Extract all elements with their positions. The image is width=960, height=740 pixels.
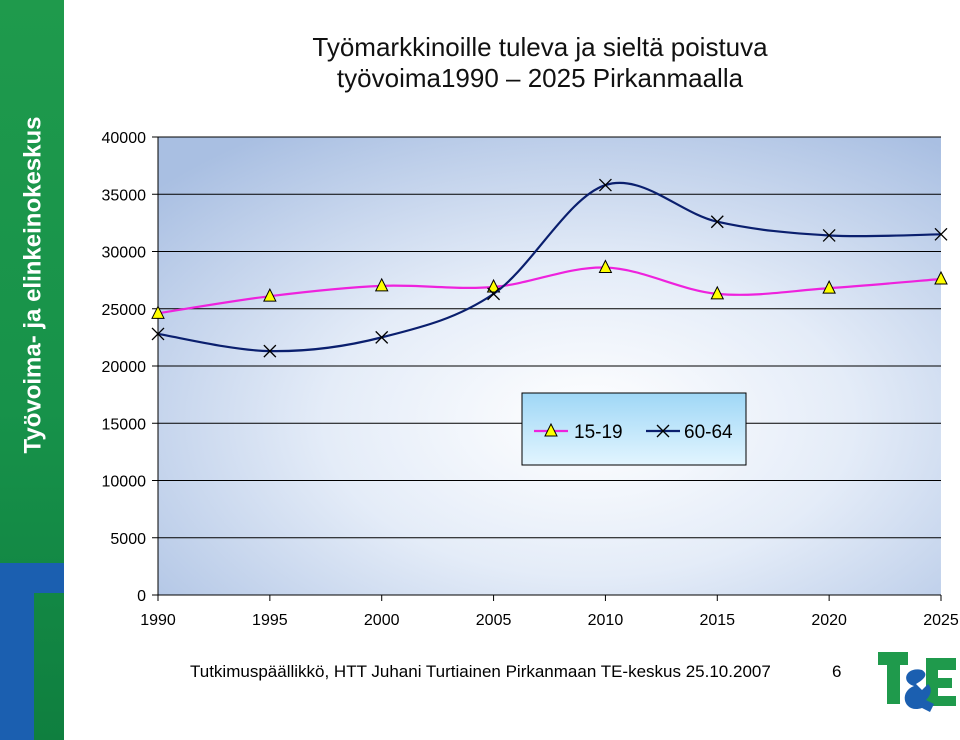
x-marker-stroke bbox=[710, 215, 724, 229]
x-marker-stroke bbox=[487, 287, 501, 301]
series-line-60-64 bbox=[157, 181, 942, 353]
x-tick-label: 2005 bbox=[476, 612, 512, 629]
legend-label-60-64: 60-64 bbox=[684, 422, 733, 443]
y-tick-label: 25000 bbox=[102, 302, 147, 319]
y-tick-label: 30000 bbox=[102, 245, 147, 262]
data-point-15-19 bbox=[598, 259, 613, 274]
x-tick-label: 2020 bbox=[811, 612, 847, 629]
page-number: 6 bbox=[832, 662, 842, 681]
data-point-60-64 bbox=[151, 327, 165, 341]
x-tick-label: 2025 bbox=[923, 612, 959, 629]
legend-marker-15-19 bbox=[544, 422, 558, 437]
y-tick-label: 20000 bbox=[102, 359, 147, 376]
sidebar-accent-block-lower bbox=[0, 593, 34, 740]
y-tick-label: 0 bbox=[137, 588, 146, 605]
line-chart: 0 5000 10000 15000 20000 25000 30000 35000 40000… bbox=[102, 130, 959, 629]
x-marker-stroke bbox=[151, 327, 165, 341]
data-point-15-19 bbox=[710, 285, 725, 300]
sidebar-banner: Työvoima- ja elinkeinokeskus bbox=[0, 0, 64, 740]
x-marker-stroke bbox=[656, 424, 670, 438]
data-point-60-64 bbox=[598, 178, 612, 192]
title-line-2: työvoima1990 – 2025 Pirkanmaalla bbox=[336, 63, 744, 93]
x-marker-stroke bbox=[934, 227, 948, 241]
data-point-60-64 bbox=[822, 229, 836, 242]
x-tick-label: 1995 bbox=[252, 612, 288, 629]
data-point-15-19 bbox=[822, 280, 836, 294]
y-tick-label: 35000 bbox=[102, 187, 147, 204]
data-point-15-19 bbox=[263, 288, 277, 302]
y-tick-label: 40000 bbox=[102, 130, 147, 147]
x-tick-label: 1990 bbox=[140, 612, 176, 629]
x-marker-stroke bbox=[263, 344, 277, 358]
x-marker-stroke bbox=[375, 330, 389, 344]
data-point-60-64 bbox=[710, 215, 724, 229]
x-tick-label: 2000 bbox=[364, 612, 400, 629]
y-tick-label: 5000 bbox=[110, 531, 146, 548]
x-tick-label: 2015 bbox=[699, 612, 735, 629]
data-point-15-19 bbox=[486, 278, 501, 293]
data-point-60-64 bbox=[487, 287, 501, 301]
x-marker-stroke bbox=[598, 178, 612, 192]
data-point-60-64 bbox=[934, 227, 948, 241]
te-keskus-logo-icon bbox=[878, 652, 956, 712]
data-point-15-19 bbox=[374, 277, 389, 292]
data-point-15-19 bbox=[151, 305, 165, 319]
data-point-15-19 bbox=[934, 270, 948, 285]
slide-title: Työmarkkinoille tuleva ja sieltä poistuv… bbox=[240, 32, 840, 94]
footer-credit: Tutkimuspäällikkö, HTT Juhani Turtiainen… bbox=[190, 662, 771, 681]
legend-marker-60-64 bbox=[656, 424, 670, 438]
title-line-1: Työmarkkinoille tuleva ja sieltä poistuv… bbox=[312, 32, 768, 62]
series-line-15-19 bbox=[157, 266, 942, 315]
legend-label-15-19: 15-19 bbox=[574, 422, 623, 443]
legend-box bbox=[521, 392, 747, 466]
y-tick-label: 10000 bbox=[102, 474, 147, 491]
x-tick-label: 2010 bbox=[588, 612, 624, 629]
data-point-60-64 bbox=[263, 344, 277, 358]
data-point-60-64 bbox=[375, 330, 389, 344]
y-tick-label: 15000 bbox=[102, 416, 147, 433]
x-marker-stroke bbox=[822, 229, 836, 242]
sidebar-accent-block bbox=[0, 563, 64, 593]
